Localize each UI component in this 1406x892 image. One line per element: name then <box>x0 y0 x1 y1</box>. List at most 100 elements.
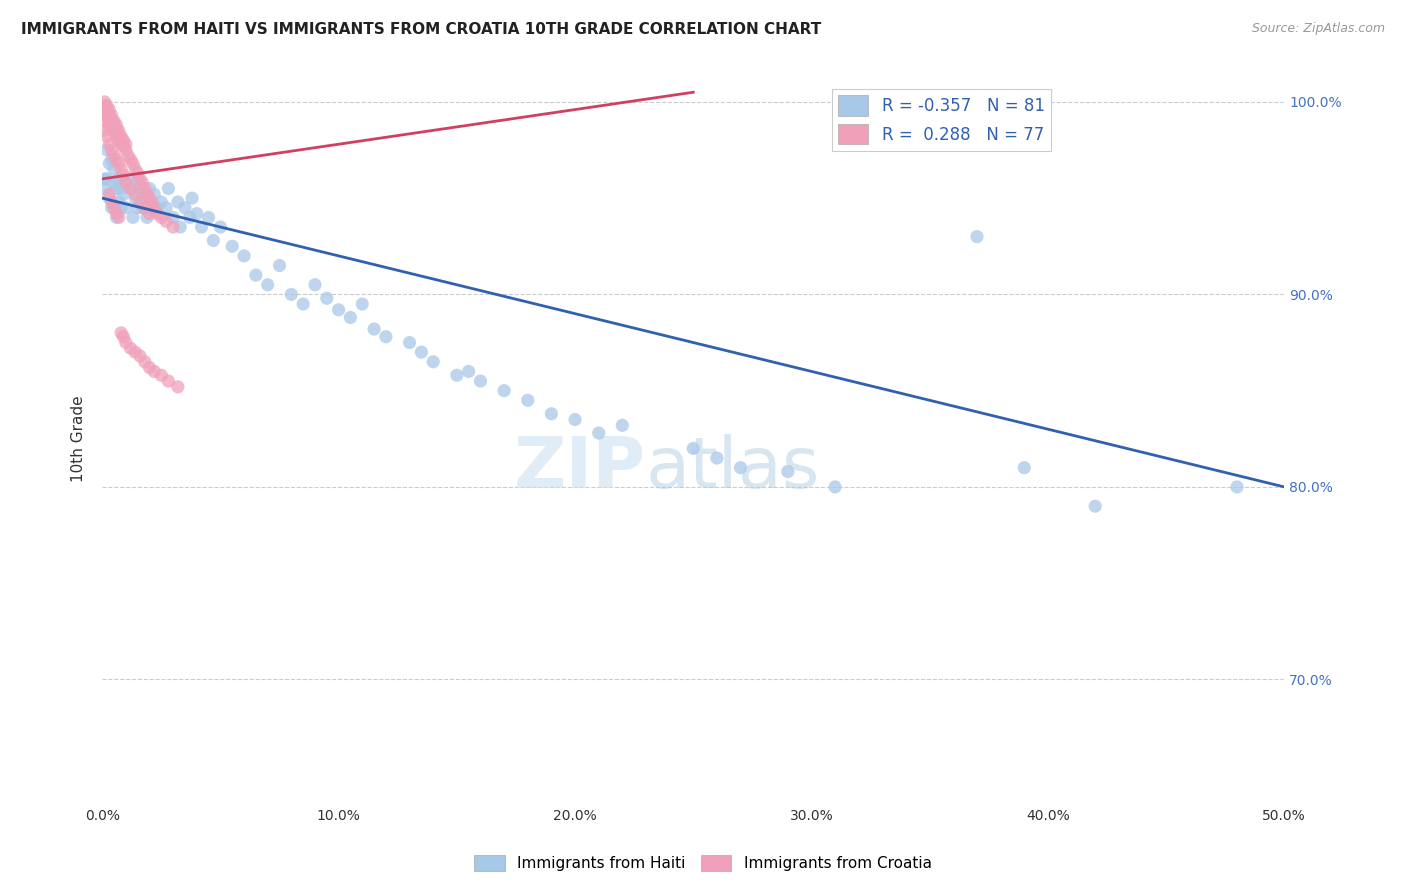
Point <box>411 345 433 359</box>
Point <box>100 153 122 167</box>
Point <box>107 194 129 209</box>
Point <box>103 201 125 215</box>
Point <box>966 229 988 244</box>
Point <box>129 194 152 209</box>
Point <box>103 114 125 128</box>
Point <box>138 206 160 220</box>
Point <box>93 104 115 119</box>
Point <box>110 162 132 177</box>
Point <box>129 181 152 195</box>
Point <box>110 201 132 215</box>
Point <box>107 156 129 170</box>
Point <box>103 124 125 138</box>
Point <box>103 118 125 132</box>
Point <box>127 172 149 186</box>
Text: atlas: atlas <box>645 434 820 502</box>
Point <box>115 201 138 215</box>
Point <box>103 149 125 163</box>
Point <box>100 114 122 128</box>
Point <box>706 451 728 466</box>
Point <box>131 176 153 190</box>
Point <box>117 149 139 163</box>
Point <box>131 201 153 215</box>
Point <box>98 191 121 205</box>
Point <box>107 133 129 147</box>
Point <box>107 211 129 225</box>
Point <box>1226 480 1249 494</box>
Point <box>1084 499 1107 513</box>
Point <box>100 143 122 157</box>
Point <box>134 201 156 215</box>
Point <box>315 291 337 305</box>
Point <box>157 181 180 195</box>
Point <box>145 206 167 220</box>
Point <box>1012 460 1035 475</box>
Point <box>824 480 846 494</box>
Text: ZIP: ZIP <box>513 434 645 502</box>
Point <box>124 191 146 205</box>
Point <box>167 380 190 394</box>
Point <box>110 326 132 340</box>
Point <box>115 137 138 152</box>
Point <box>304 277 326 292</box>
Point <box>105 206 128 220</box>
Point <box>117 172 139 186</box>
Point <box>457 364 479 378</box>
Point <box>96 129 118 144</box>
Point <box>93 99 115 113</box>
Point <box>96 103 118 117</box>
Point <box>112 330 135 344</box>
Point <box>105 129 128 144</box>
Point <box>115 335 138 350</box>
Point <box>96 143 118 157</box>
Text: Source: ZipAtlas.com: Source: ZipAtlas.com <box>1251 22 1385 36</box>
Point <box>103 176 125 190</box>
Point <box>470 374 492 388</box>
Point <box>776 465 799 479</box>
Point <box>167 194 190 209</box>
Point <box>96 99 118 113</box>
Point <box>134 191 156 205</box>
Point <box>100 118 122 132</box>
Point <box>103 162 125 177</box>
Point <box>136 211 159 225</box>
Point <box>100 108 122 122</box>
Point <box>564 412 586 426</box>
Point <box>107 129 129 144</box>
Point <box>124 162 146 177</box>
Point <box>155 214 177 228</box>
Point <box>138 181 160 195</box>
Point <box>134 355 156 369</box>
Point <box>339 310 361 325</box>
Point <box>143 364 166 378</box>
Point <box>143 201 166 215</box>
Point <box>233 249 256 263</box>
Point <box>292 297 315 311</box>
Point <box>120 181 142 195</box>
Point <box>730 460 752 475</box>
Point <box>105 181 128 195</box>
Legend: R = -0.357   N = 81, R =  0.288   N = 77: R = -0.357 N = 81, R = 0.288 N = 77 <box>832 88 1052 151</box>
Point <box>169 219 191 234</box>
Point <box>112 139 135 153</box>
Point <box>145 201 167 215</box>
Point <box>124 187 146 202</box>
Point <box>98 156 121 170</box>
Point <box>105 153 128 167</box>
Point <box>363 322 385 336</box>
Point <box>98 103 121 117</box>
Point <box>105 124 128 138</box>
Point <box>122 211 145 225</box>
Point <box>141 194 163 209</box>
Point <box>352 297 374 311</box>
Point <box>186 206 208 220</box>
Point <box>202 234 225 248</box>
Point <box>157 374 180 388</box>
Point <box>143 187 166 202</box>
Point <box>100 194 122 209</box>
Point <box>280 287 302 301</box>
Y-axis label: 10th Grade: 10th Grade <box>72 395 86 482</box>
Point <box>190 219 212 234</box>
Point <box>98 187 121 202</box>
Point <box>110 129 132 144</box>
